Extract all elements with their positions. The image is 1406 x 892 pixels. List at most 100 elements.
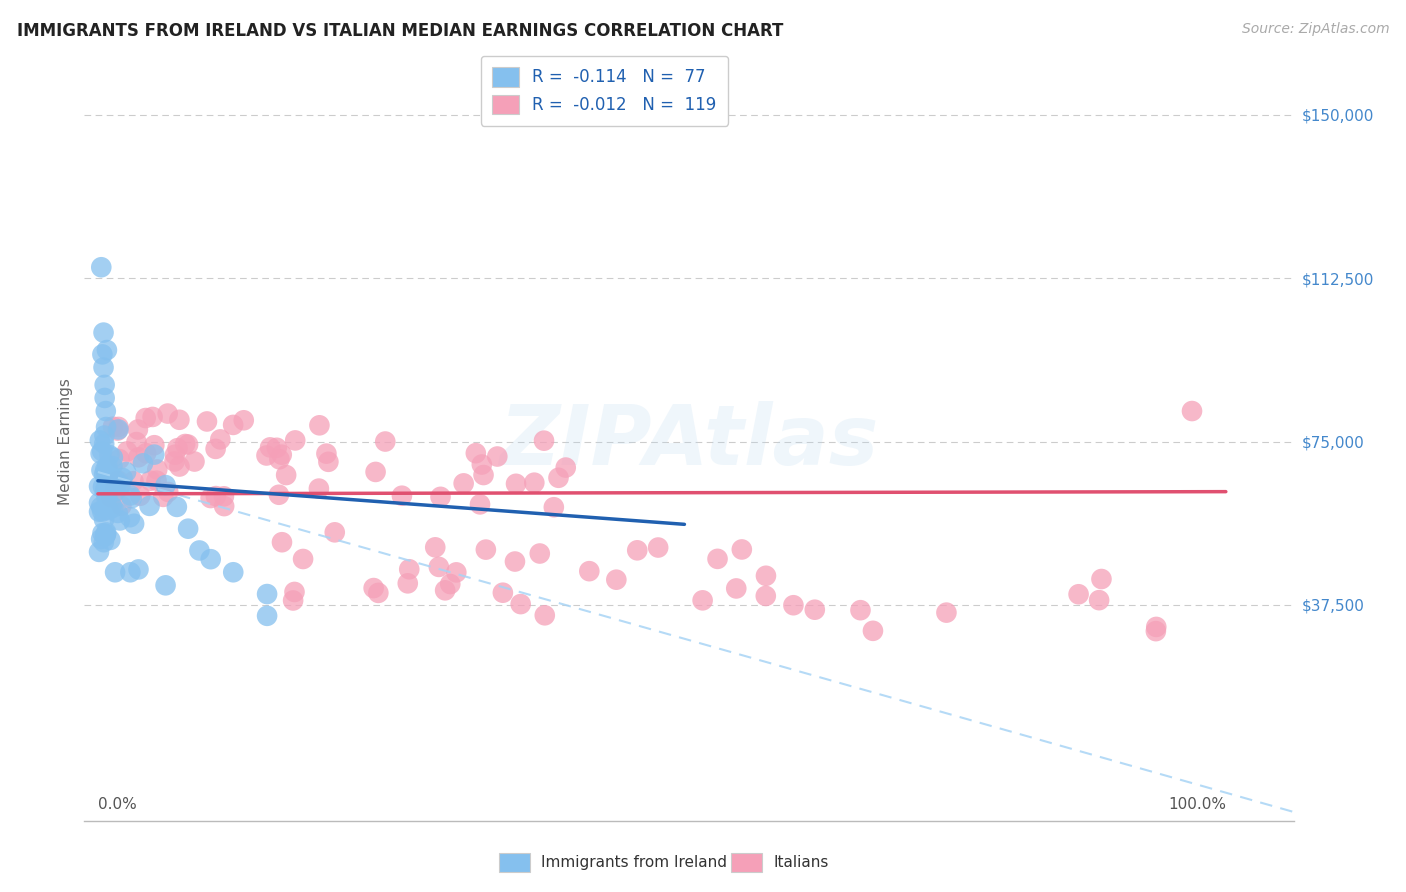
Point — [505, 476, 527, 491]
Point — [100, 491, 122, 505]
Point — [94, 484, 117, 499]
Point — [104, 481, 127, 495]
Point — [98, 448, 121, 462]
Point — [96, 458, 118, 473]
Point — [308, 482, 330, 496]
Point — [107, 424, 129, 438]
Point — [492, 585, 515, 599]
Point — [157, 484, 180, 499]
Point — [174, 437, 197, 451]
Point — [101, 459, 124, 474]
Point — [364, 465, 387, 479]
Point — [232, 413, 254, 427]
Point — [1067, 587, 1090, 601]
Point — [1144, 620, 1167, 634]
Point — [142, 409, 165, 424]
Point — [269, 452, 291, 467]
Point — [391, 489, 413, 503]
Point — [98, 533, 121, 547]
Point — [731, 542, 754, 557]
Point — [90, 500, 112, 514]
Point — [93, 467, 115, 482]
Point — [486, 450, 509, 464]
Point — [110, 478, 132, 492]
Point — [1088, 593, 1111, 607]
Point — [212, 499, 235, 513]
Point — [547, 471, 569, 485]
Point — [87, 496, 110, 510]
Point — [284, 434, 307, 448]
Point — [446, 566, 468, 580]
Point — [578, 564, 600, 578]
Point — [93, 360, 115, 375]
Point — [94, 528, 117, 542]
Point — [605, 573, 627, 587]
Point — [139, 474, 162, 488]
Point — [91, 444, 114, 458]
Point — [89, 434, 111, 448]
Point — [155, 478, 177, 492]
Point — [429, 490, 451, 504]
Point — [120, 488, 142, 502]
Point — [533, 434, 555, 448]
Point — [90, 532, 112, 546]
Point — [523, 475, 546, 490]
Point — [91, 526, 114, 541]
Point — [166, 500, 188, 514]
Point — [222, 566, 245, 580]
Point — [849, 603, 872, 617]
Point — [94, 404, 117, 418]
Point — [166, 441, 188, 455]
Point — [256, 587, 278, 601]
Point — [471, 458, 494, 472]
Point — [692, 593, 714, 607]
Point — [165, 448, 187, 462]
Point — [107, 474, 129, 488]
Point — [647, 541, 669, 555]
Point — [177, 437, 200, 451]
Point — [1090, 572, 1112, 586]
Point — [439, 577, 461, 591]
Point — [121, 491, 143, 506]
Point — [132, 456, 155, 470]
Point — [862, 624, 884, 638]
Point — [108, 513, 131, 527]
Point — [122, 516, 145, 531]
Point — [96, 343, 118, 357]
Point — [94, 529, 117, 543]
Point — [97, 465, 120, 479]
Point — [266, 441, 288, 455]
Point — [935, 606, 957, 620]
Point — [205, 489, 228, 503]
Point — [427, 560, 450, 574]
Point — [156, 407, 179, 421]
Point — [425, 541, 447, 555]
Point — [152, 490, 174, 504]
Point — [93, 535, 115, 549]
Point — [145, 474, 167, 488]
Point — [90, 463, 112, 477]
Point — [308, 418, 330, 433]
Point — [259, 441, 281, 455]
Text: 100.0%: 100.0% — [1168, 797, 1226, 812]
Point — [108, 481, 131, 495]
Point — [127, 450, 149, 465]
Point — [363, 581, 385, 595]
Point — [96, 525, 118, 540]
Point — [108, 452, 131, 467]
Point — [503, 555, 526, 569]
Point — [315, 447, 337, 461]
Point — [276, 468, 298, 483]
Point — [127, 423, 149, 437]
Point — [155, 578, 177, 592]
Point — [101, 450, 124, 465]
Point — [755, 568, 778, 582]
Point — [105, 474, 128, 488]
Point — [103, 500, 125, 515]
Point — [475, 542, 498, 557]
Point — [91, 504, 114, 518]
Point — [169, 413, 191, 427]
Point — [94, 420, 117, 434]
Point — [97, 475, 120, 489]
Point — [107, 506, 129, 520]
